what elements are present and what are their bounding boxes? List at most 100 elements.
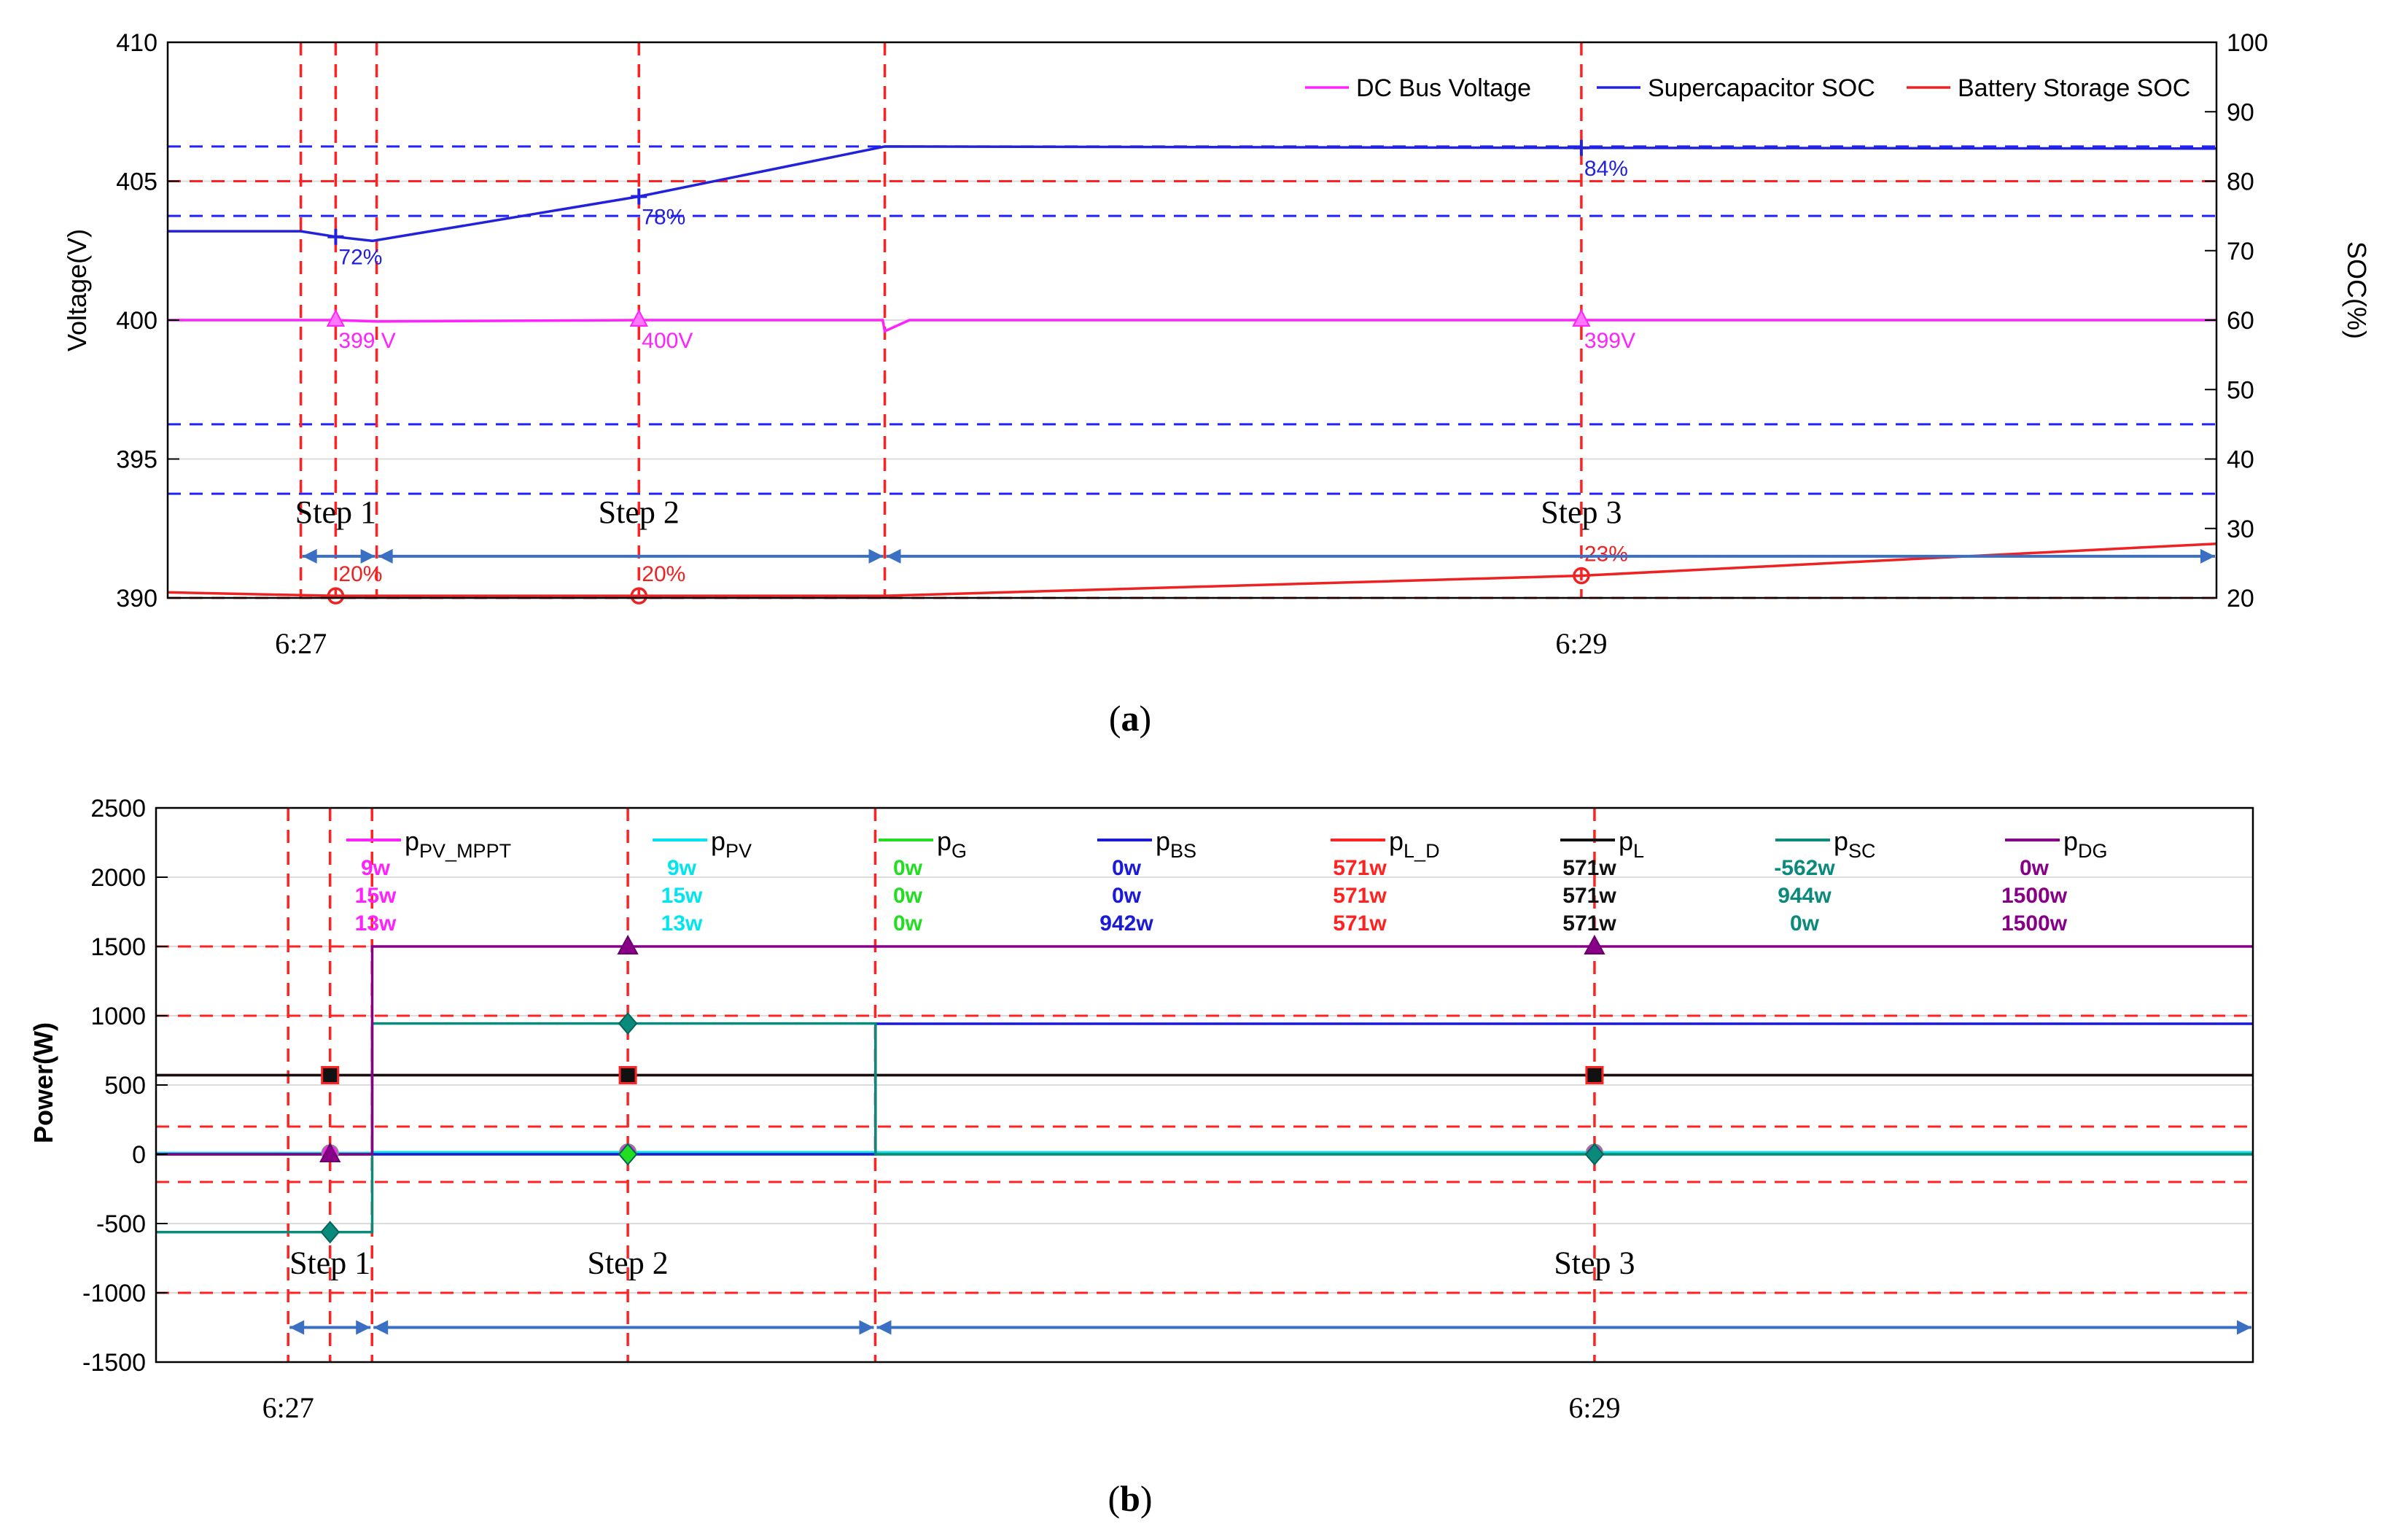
panel-a-right-y-ticks: 20 30 40 50 60 70 80 90 100 xyxy=(2205,29,2268,612)
panel-a-y2-axis-label: SOC(%) xyxy=(2342,241,2372,339)
y2-tick-label-60: 60 xyxy=(2227,307,2254,335)
time-tick-6-29: 6:29 xyxy=(1568,1391,1620,1424)
marker-triangle-8 xyxy=(1584,934,1605,954)
y-tick-label-405: 405 xyxy=(116,168,157,196)
y-tick-label-1500: -1500 xyxy=(82,1349,146,1377)
marker-voltage-1 xyxy=(629,308,648,327)
legend-value-sc-1: 944w xyxy=(1778,884,1832,908)
y-tick-label-0: 0 xyxy=(132,1141,146,1169)
annotation-supercapacitor-soc-4: 78% xyxy=(642,205,685,229)
legend-entry-pv-mppt: pPV_MPPT 9w 15w 13w xyxy=(346,826,511,936)
panel-b-letter: b xyxy=(1120,1478,1140,1519)
y-tick-label-500: -500 xyxy=(96,1210,146,1238)
step-span-arrow-1-head-right xyxy=(360,548,375,564)
marker-square-0 xyxy=(321,1066,340,1085)
y-tick-label-1000: 1000 xyxy=(90,1003,146,1030)
legend-value-g-2: 0w xyxy=(893,911,923,936)
marker-diamond-10 xyxy=(618,1012,638,1035)
y-tick-label-1500: 1500 xyxy=(90,933,146,961)
legend-text-dc-bus-voltage: DC Bus Voltage xyxy=(1356,74,1531,102)
legend-name-pv: pPV xyxy=(711,826,752,862)
annotation-battery-storage-soc-8: 23% xyxy=(1584,542,1628,567)
y2-tick-label-30: 30 xyxy=(2227,516,2254,543)
panel-b-y-ticks: -1500 -1000 -500 0 500 1000 1500 2000 2500 xyxy=(82,795,168,1377)
legend-name-base: p xyxy=(1619,826,1633,856)
step-span-arrow-3-head-right xyxy=(2200,548,2215,564)
legend-name-g: pG xyxy=(937,826,967,862)
legend-value-l-d-2: 571w xyxy=(1333,911,1387,936)
panel-b-chart: Step 1 Step 2 Step 3 -1500 -1000 -500 0 500 100… xyxy=(28,795,2254,1519)
y-tick-label-500: 500 xyxy=(104,1072,146,1100)
legend-value-sc-0: -562w xyxy=(1774,856,1835,880)
step-span-arrow-1-head-left xyxy=(302,548,317,564)
legend-name-base: p xyxy=(2063,826,2078,856)
legend-value-l-1: 571w xyxy=(1562,884,1616,908)
time-tick-6-27: 6:27 xyxy=(262,1391,314,1424)
legend-name-subscript: G xyxy=(951,840,967,862)
panel-a-time-ticks: 6:27 6:29 xyxy=(275,627,1607,660)
step-label-step-3: Step 3 xyxy=(1541,494,1622,530)
annotation-battery-storage-soc-6: 20% xyxy=(338,562,382,586)
step-span-arrow-1-head-right xyxy=(356,1320,371,1335)
panel-b-time-ticks: 6:27 6:29 xyxy=(262,1391,1621,1424)
legend-value-dg-1: 1500w xyxy=(2001,884,2068,908)
series-line-dc-bus-voltage xyxy=(168,319,2216,333)
marker-square-2 xyxy=(1585,1066,1604,1085)
legend-value-pv-1: 15w xyxy=(661,884,703,908)
legend-value-l-0: 571w xyxy=(1562,856,1616,880)
legend-value-pv-0: 9w xyxy=(667,856,697,880)
time-tick-6-29: 6:29 xyxy=(1555,627,1607,660)
panel-b-markers xyxy=(319,934,1605,1244)
legend-text-battery-storage-soc: Battery Storage SOC xyxy=(1958,74,2190,102)
series-line-battery-storage-soc xyxy=(167,542,2217,597)
marker-sc-soc-3 xyxy=(327,228,344,245)
marker-triangle-7 xyxy=(617,934,639,954)
marker-diamond-12 xyxy=(618,1143,638,1166)
panel-b-legend: pPV_MPPT9w15w13wpPV9w15w13wpG0w0w0wpBS0w… xyxy=(346,826,2108,936)
legend-name-base: p xyxy=(1156,826,1170,856)
annotation-dc-bus-voltage-2: 399V xyxy=(1584,329,1635,353)
annotation-dc-bus-voltage-1: 400V xyxy=(642,329,693,353)
series-line-pv xyxy=(156,1151,2253,1155)
legend-value-pv-mppt-0: 9w xyxy=(361,856,391,880)
marker-sc-soc-5 xyxy=(1573,139,1589,156)
marker-bs-soc-7 xyxy=(630,587,648,604)
panel-a-letter: a xyxy=(1121,698,1140,739)
step-label-step-1: Step 1 xyxy=(289,1245,370,1280)
step-span-arrow-2-head-right xyxy=(859,1320,874,1335)
legend-name-l-d: pL_D xyxy=(1389,826,1440,862)
legend-value-bs-2: 942w xyxy=(1099,911,1153,936)
annotation-dc-bus-voltage-0: 399 V xyxy=(338,329,395,353)
legend-name-base: p xyxy=(937,826,951,856)
step-label-step-2: Step 2 xyxy=(599,494,680,530)
y2-tick-label-90: 90 xyxy=(2227,98,2254,126)
legend-name-subscript: SC xyxy=(1848,840,1876,862)
panel-a-left-y-ticks: 390 395 400 405 410 xyxy=(116,29,179,612)
legend-name-subscript: BS xyxy=(1170,840,1196,862)
legend-name-base: p xyxy=(405,826,419,856)
y2-tick-label-70: 70 xyxy=(2227,238,2254,265)
step-span-arrow-1-head-left xyxy=(289,1320,305,1335)
legend-value-l-2: 571w xyxy=(1562,911,1616,936)
y-tick-label-400: 400 xyxy=(116,307,157,335)
step-label-step-3: Step 3 xyxy=(1554,1245,1635,1280)
panel-a-series xyxy=(167,145,2217,597)
panel-b-step-markers: Step 1 Step 2 Step 3 xyxy=(289,1245,2251,1335)
panel-a-y-axis-label: Voltage(V) xyxy=(62,229,92,351)
legend-name-base: p xyxy=(1389,826,1404,856)
legend-value-g-1: 0w xyxy=(893,884,923,908)
step-span-arrow-3-head-right xyxy=(2237,1320,2251,1335)
step-span-arrow-2-head-left xyxy=(373,1320,389,1335)
legend-name-subscript: L_D xyxy=(1404,840,1440,862)
marker-voltage-2 xyxy=(1572,308,1591,327)
series-line-dg xyxy=(156,945,2253,1156)
marker-triangle-6 xyxy=(319,1142,341,1162)
panel-b-label: (b) xyxy=(1108,1478,1152,1519)
y-tick-label-2500: 2500 xyxy=(90,795,146,822)
legend-entry-g: pG 0w 0w 0w xyxy=(879,826,967,936)
y-tick-label-390: 390 xyxy=(116,585,157,612)
